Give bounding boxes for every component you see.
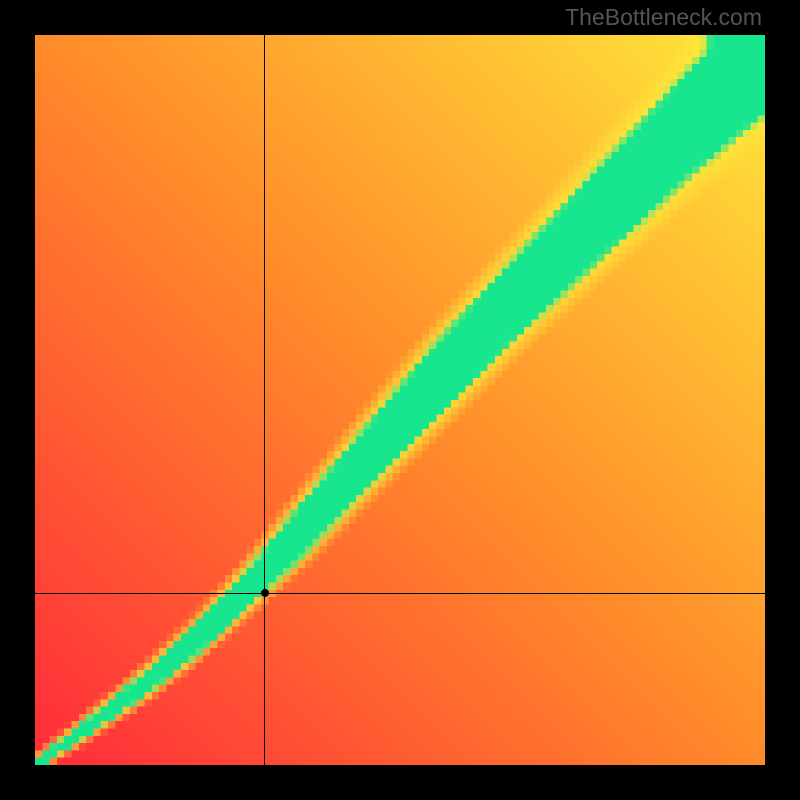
heatmap-canvas bbox=[35, 35, 765, 765]
crosshair-horizontal bbox=[35, 593, 765, 594]
heatmap-plot-area bbox=[35, 35, 765, 765]
crosshair-vertical bbox=[264, 35, 265, 765]
chart-frame: TheBottleneck.com bbox=[0, 0, 800, 800]
watermark-text: TheBottleneck.com bbox=[565, 4, 762, 31]
